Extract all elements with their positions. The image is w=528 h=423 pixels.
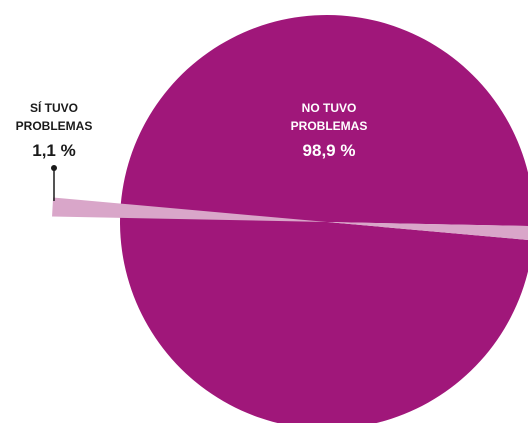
- pie-slice-si-tuvo-problemas: [52, 197, 528, 240]
- slice-value-si: 1,1 %: [32, 141, 75, 160]
- pie-slice-no-tuvo-problemas: [120, 15, 528, 423]
- slice-label-si-line1: SÍ TUVO: [30, 100, 78, 115]
- slice-label-si-line2: PROBLEMAS: [16, 119, 93, 133]
- slice-value-no: 98,9 %: [303, 141, 356, 160]
- leader-dot: [51, 165, 57, 171]
- slice-label-no-line2: PROBLEMAS: [291, 119, 368, 133]
- slice-label-no-line1: NO TUVO: [302, 101, 357, 115]
